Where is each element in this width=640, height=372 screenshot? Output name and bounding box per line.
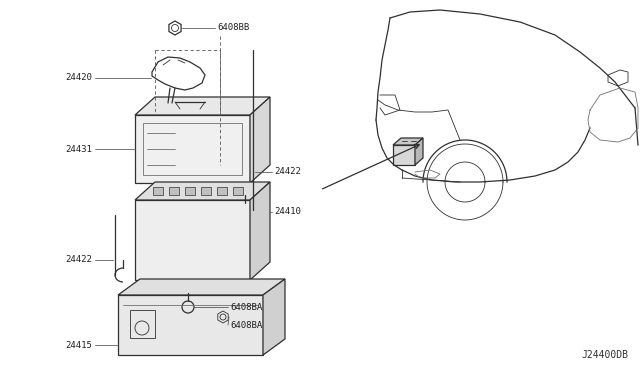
Polygon shape — [135, 182, 270, 200]
Text: 24410: 24410 — [274, 208, 301, 217]
Polygon shape — [135, 115, 250, 183]
Text: 6408BA: 6408BA — [230, 302, 262, 311]
Text: 24420: 24420 — [65, 74, 92, 83]
Polygon shape — [118, 295, 263, 355]
Polygon shape — [135, 97, 270, 115]
Polygon shape — [393, 138, 423, 145]
Polygon shape — [153, 187, 163, 195]
Polygon shape — [415, 138, 423, 165]
Polygon shape — [393, 145, 415, 165]
Polygon shape — [135, 200, 250, 280]
Polygon shape — [250, 97, 270, 183]
Text: J24400DB: J24400DB — [581, 350, 628, 360]
Polygon shape — [263, 279, 285, 355]
Polygon shape — [169, 187, 179, 195]
Text: 24422: 24422 — [65, 256, 92, 264]
Text: 6408BB: 6408BB — [217, 23, 249, 32]
Polygon shape — [201, 187, 211, 195]
Text: 24431: 24431 — [65, 144, 92, 154]
Polygon shape — [185, 187, 195, 195]
Polygon shape — [233, 187, 243, 195]
Polygon shape — [217, 187, 227, 195]
Text: 24415: 24415 — [65, 340, 92, 350]
Polygon shape — [250, 182, 270, 280]
Text: 6408BA: 6408BA — [230, 321, 262, 330]
Polygon shape — [118, 279, 285, 295]
Text: 24422: 24422 — [274, 167, 301, 176]
